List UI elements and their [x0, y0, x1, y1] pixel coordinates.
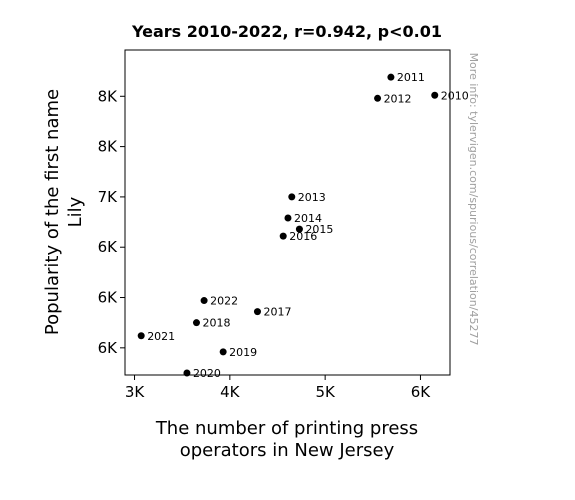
data-point-label: 2012 [384, 92, 412, 105]
y-tick-label: 6K [98, 289, 119, 307]
data-point [253, 308, 261, 316]
data-point-label: 2010 [441, 89, 469, 102]
data-point [137, 332, 145, 340]
x-axis: 3K 4K 5K 6K [125, 375, 431, 401]
data-point-label: 2015 [305, 223, 333, 236]
y-tick-label: 8K [98, 87, 119, 105]
y-tick-label: 7K [98, 188, 119, 206]
y-axis: 6K 6K 6K 7K 8K 8K [98, 87, 125, 357]
y-axis-label-line-2: Lily [65, 196, 86, 227]
x-tick-label: 4K [220, 383, 241, 401]
y-tick-label: 8K [98, 138, 119, 156]
x-tick-label: 6K [411, 383, 432, 401]
data-point [374, 94, 382, 102]
y-tick-label: 6K [98, 339, 119, 357]
x-axis-label-line-2: operators in New Jersey [180, 440, 395, 461]
y-axis-label-line-1: Popularity of the first name [42, 89, 63, 335]
data-point [219, 348, 227, 356]
data-point [279, 232, 287, 240]
data-point-label: 2020 [193, 367, 221, 380]
y-tick-label: 6K [98, 238, 119, 256]
x-tick-label: 5K [315, 383, 336, 401]
data-point-label: 2011 [397, 71, 425, 84]
data-point [295, 225, 303, 233]
data-point-label: 2021 [147, 330, 175, 343]
data-point-label: 2016 [289, 230, 317, 243]
data-point-label: 2018 [202, 317, 230, 330]
data-point [200, 297, 208, 305]
data-point-label: 2014 [294, 212, 322, 225]
data-point-label: 2017 [263, 306, 291, 319]
data-point [387, 73, 395, 81]
data-point-label: 2019 [229, 346, 257, 359]
data-point-label: 2013 [298, 191, 326, 204]
data-point-label: 2022 [210, 295, 238, 308]
data-point [284, 214, 292, 222]
chart-title: Years 2010-2022, r=0.942, p<0.01 [131, 22, 442, 41]
data-point [183, 369, 191, 377]
x-axis-label-line-1: The number of printing press [155, 418, 418, 439]
data-point [288, 193, 296, 201]
watermark-text: More info: tylervigen.com/spurious/corre… [467, 53, 480, 346]
data-point [431, 91, 439, 99]
x-tick-label: 3K [125, 383, 146, 401]
data-point [192, 319, 200, 327]
plot-area [124, 49, 451, 376]
